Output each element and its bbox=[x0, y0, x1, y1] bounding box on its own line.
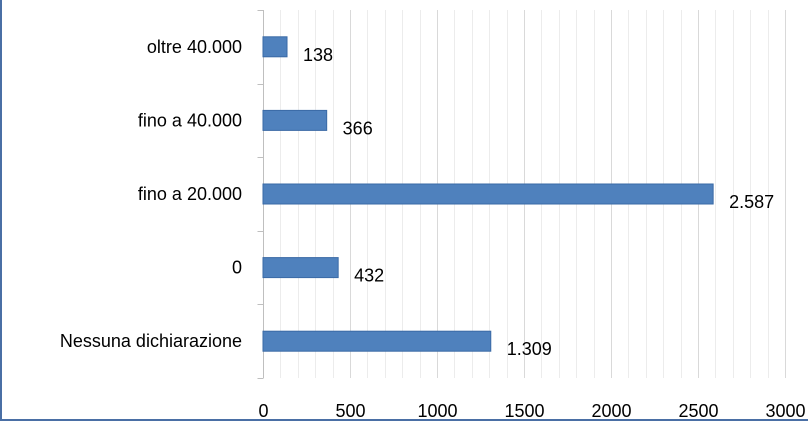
category-label: oltre 40.000 bbox=[147, 37, 242, 57]
bars bbox=[262, 36, 714, 352]
x-tick-label: 2000 bbox=[591, 401, 631, 419]
data-label: 1.309 bbox=[507, 339, 552, 359]
category-label: Nessuna dichiarazione bbox=[60, 331, 242, 351]
data-label: 366 bbox=[343, 118, 373, 138]
category-label: fino a 20.000 bbox=[138, 184, 242, 204]
category-label: fino a 40.000 bbox=[138, 110, 242, 130]
x-tick-label: 1500 bbox=[504, 401, 544, 419]
data-label: 138 bbox=[303, 45, 333, 65]
bar bbox=[262, 109, 328, 131]
x-tick-label: 3000 bbox=[765, 401, 805, 419]
data-label: 432 bbox=[354, 266, 384, 286]
x-tick-label: 2500 bbox=[678, 401, 718, 419]
bar bbox=[262, 36, 288, 58]
x-tick-label: 1000 bbox=[417, 401, 457, 419]
x-tick-label: 500 bbox=[335, 401, 365, 419]
bar bbox=[262, 257, 339, 279]
bar bbox=[262, 330, 492, 352]
data-label: 2.587 bbox=[729, 192, 774, 212]
bar bbox=[262, 183, 714, 205]
x-tick-label: 0 bbox=[258, 401, 268, 419]
category-label: 0 bbox=[232, 258, 242, 278]
labels: 0 500 1000 1500 2000 2500 3000 Nessuna dichiara… bbox=[60, 37, 806, 419]
